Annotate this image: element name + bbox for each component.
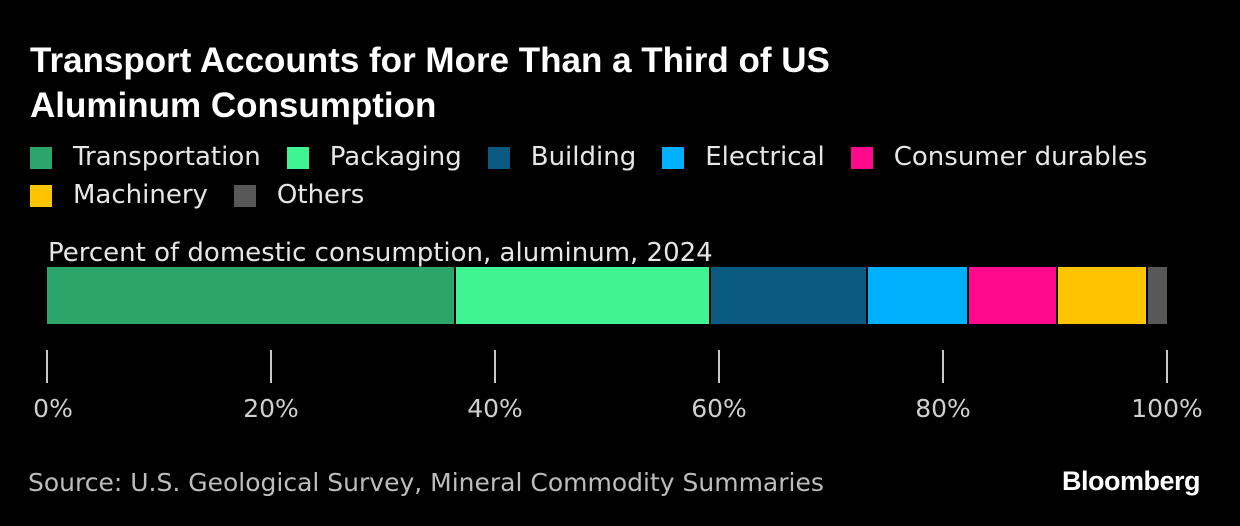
x-tick <box>270 350 272 383</box>
bar-segment-consumer-durables <box>966 267 1057 324</box>
legend-swatch <box>286 146 309 169</box>
chart-title: Transport Accounts for More Than a Third… <box>30 41 830 125</box>
legend-item-consumer-durables: Consumer durables <box>850 142 1148 172</box>
chart-subtitle: Percent of domestic consumption, aluminu… <box>48 238 713 268</box>
bar-segment-machinery <box>1056 267 1146 324</box>
x-tick <box>1166 350 1168 383</box>
legend-swatch <box>30 146 52 169</box>
legend: Transportation Packaging Building Electrica… <box>30 142 1210 210</box>
legend-item-electrical: Electrical <box>662 142 825 172</box>
legend-swatch <box>662 146 685 169</box>
legend-item-building: Building <box>487 142 637 172</box>
bar-segment-others <box>1145 267 1167 324</box>
legend-label: Machinery <box>73 180 208 210</box>
stacked-bar <box>47 267 1167 324</box>
legend-item-machinery: Machinery <box>30 180 208 210</box>
legend-swatch <box>850 146 873 169</box>
x-tick-label: 0% <box>33 394 73 423</box>
legend-swatch <box>30 184 52 207</box>
x-tick-label: 60% <box>691 394 747 423</box>
legend-item-transportation: Transportation <box>30 142 261 172</box>
x-tick <box>942 350 944 383</box>
legend-label: Others <box>276 180 365 210</box>
bar-segment-packaging <box>453 267 709 324</box>
x-tick <box>718 350 720 383</box>
bar-segment-electrical <box>865 267 967 324</box>
legend-item-others: Others <box>233 180 365 210</box>
legend-swatch <box>233 184 256 207</box>
bar-segment-transportation <box>47 267 454 324</box>
x-tick-label: 100% <box>1131 394 1203 423</box>
legend-label: Packaging <box>329 142 462 172</box>
legend-swatch <box>487 146 510 169</box>
x-tick <box>46 350 48 383</box>
x-tick <box>494 350 496 383</box>
legend-label: Consumer durables <box>893 142 1148 172</box>
bloomberg-logo: Bloomberg <box>1061 466 1201 496</box>
x-axis: 0% 20% 40% 60% 80% 100% <box>0 350 1240 430</box>
legend-label: Transportation <box>73 142 261 172</box>
x-tick-label: 80% <box>915 394 971 423</box>
source-note: Source: U.S. Geological Survey, Mineral … <box>28 468 824 497</box>
legend-label: Electrical <box>705 142 825 172</box>
x-tick-label: 40% <box>467 394 523 423</box>
legend-label: Building <box>530 142 637 172</box>
bar-segment-building <box>708 267 866 324</box>
x-tick-label: 20% <box>243 394 299 423</box>
legend-item-packaging: Packaging <box>286 142 462 172</box>
